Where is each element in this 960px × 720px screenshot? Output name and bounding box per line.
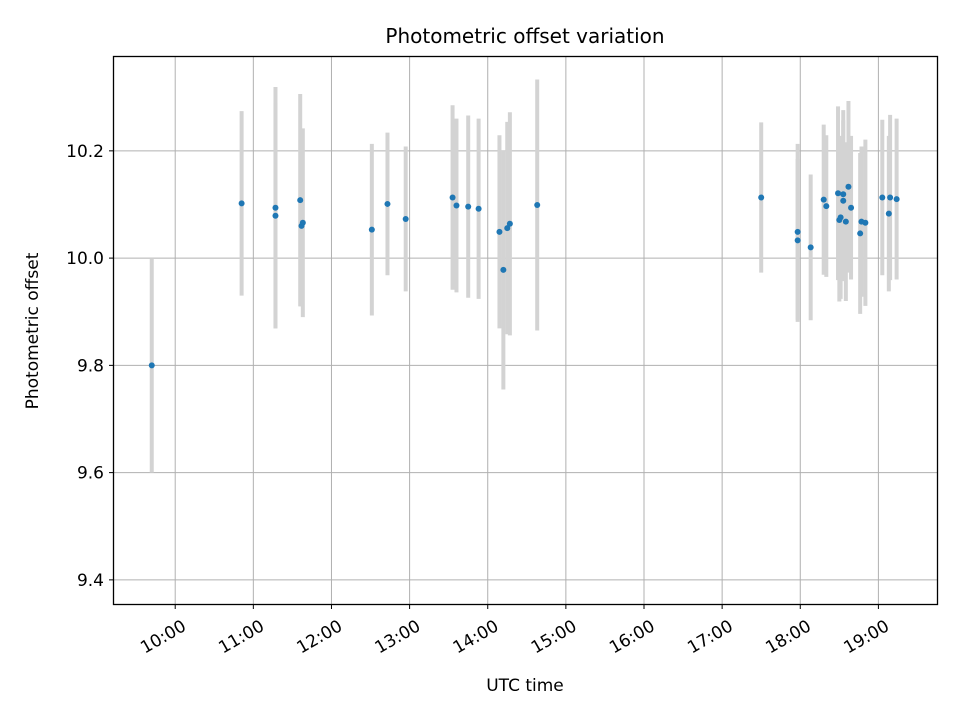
y-tick-label: 9.4	[77, 571, 104, 591]
chart-title: Photometric offset variation	[385, 24, 664, 48]
data-point	[148, 362, 155, 369]
data-point	[835, 190, 842, 197]
y-tick-label: 9.6	[77, 464, 104, 484]
data-point	[794, 228, 801, 235]
data-point	[840, 191, 847, 198]
y-axis: 9.4 9.6 9.8 10.0 10.2	[66, 142, 114, 591]
data-point	[299, 219, 306, 226]
data-point	[848, 204, 855, 211]
data-point	[885, 210, 892, 217]
data-point	[496, 228, 503, 235]
data-point	[845, 183, 852, 190]
data-point	[534, 202, 541, 209]
data-point	[862, 219, 869, 226]
data-points	[148, 183, 900, 369]
y-axis-title: Photometric offset	[23, 252, 43, 409]
data-point	[857, 230, 864, 237]
y-tick-label: 10.2	[66, 142, 104, 162]
data-point	[500, 266, 507, 273]
data-point	[879, 194, 886, 201]
data-point	[368, 226, 375, 233]
data-point	[272, 204, 279, 211]
data-point	[238, 200, 245, 207]
data-point	[506, 220, 513, 227]
y-tick-label: 10.0	[66, 249, 104, 269]
data-point	[475, 205, 482, 212]
plot-frame	[112, 55, 939, 606]
x-axis-title: UTC time	[486, 676, 564, 696]
data-point	[840, 197, 847, 204]
data-point	[402, 215, 409, 222]
data-point	[893, 196, 900, 203]
data-point	[820, 196, 827, 203]
data-point	[272, 212, 279, 219]
data-point	[449, 194, 456, 201]
data-point	[504, 225, 511, 232]
data-point	[842, 218, 849, 225]
data-point	[384, 200, 391, 207]
data-point	[758, 194, 765, 201]
data-point	[297, 197, 304, 204]
y-tick-label: 9.8	[77, 356, 104, 376]
data-point	[807, 244, 814, 251]
data-point	[823, 203, 830, 210]
data-point	[837, 214, 844, 221]
data-point	[465, 203, 472, 210]
data-point	[453, 202, 460, 209]
data-point	[887, 194, 894, 201]
data-point	[794, 237, 801, 244]
grid	[114, 57, 937, 604]
